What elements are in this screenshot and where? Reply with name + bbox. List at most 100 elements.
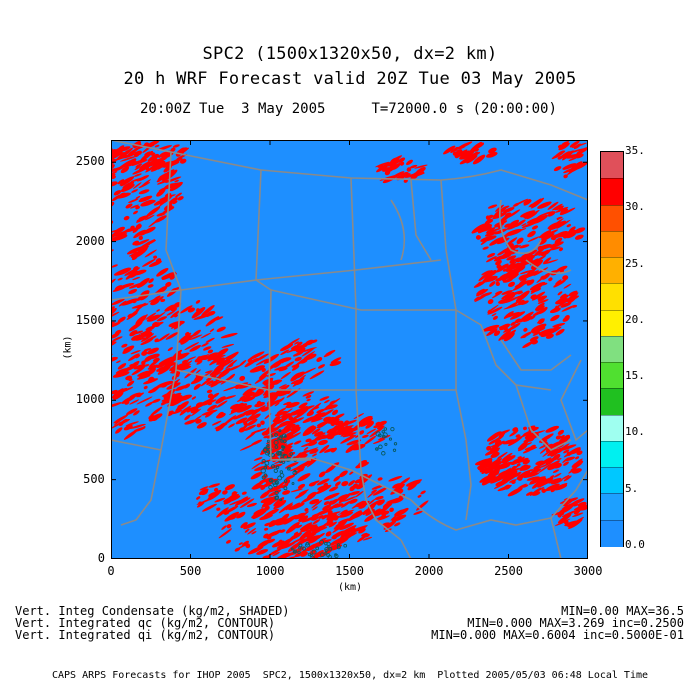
- precip-cell: [377, 164, 384, 168]
- precip-cell: [132, 276, 141, 281]
- precip-cell: [267, 547, 283, 557]
- precip-cell: [120, 176, 135, 187]
- precip-cell: [264, 431, 269, 436]
- precip-cell: [196, 308, 201, 313]
- precip-cell: [352, 444, 366, 451]
- precip-cell: [517, 299, 525, 306]
- precip-cell: [283, 419, 298, 430]
- precip-cell: [135, 163, 143, 168]
- precip-cell: [318, 439, 328, 446]
- precip-cell: [484, 447, 501, 456]
- precip-cell: [285, 504, 294, 511]
- precip-cell: [557, 291, 563, 296]
- precip-cell: [224, 484, 236, 491]
- contour-mark: [292, 550, 296, 554]
- precip-cell: [285, 474, 296, 480]
- precip-cell: [208, 483, 221, 488]
- precip-cell: [528, 198, 542, 208]
- map-panel: [111, 140, 588, 559]
- precip-cell: [162, 393, 170, 398]
- precip-cell: [501, 452, 513, 461]
- contour-mark: [279, 470, 284, 474]
- qc-field-stats: MIN=0.000 MAX=3.269 inc=0.2500: [467, 616, 684, 630]
- precip-cell: [478, 271, 491, 282]
- precip-cell: [135, 150, 142, 156]
- precip-cell: [239, 444, 255, 451]
- precip-cell: [255, 358, 269, 366]
- time-line: 20:00Z Tue 3 May 2005 T=72000.0 s (20:00:…: [140, 101, 557, 117]
- precip-cell: [237, 544, 247, 550]
- precip-cell: [298, 377, 305, 382]
- precip-cell: [146, 347, 159, 355]
- precip-cell: [574, 234, 584, 240]
- precip-cell: [392, 483, 402, 489]
- precip-cell: [541, 488, 547, 494]
- precip-cell: [306, 411, 315, 417]
- precip-cell: [302, 391, 315, 397]
- precip-cell: [194, 354, 207, 363]
- colorbar: [600, 151, 624, 547]
- precip-cell: [542, 229, 559, 238]
- precip-cell: [389, 507, 394, 512]
- precip-cell: [393, 522, 401, 527]
- precip-cell: [172, 379, 180, 385]
- precip-cell: [133, 182, 142, 189]
- precip-cell: [340, 500, 351, 508]
- colorbar-segment: [601, 230, 623, 259]
- precip-cell: [554, 237, 563, 244]
- precip-cell: [536, 318, 545, 324]
- precip-cell: [147, 364, 159, 370]
- precip-cell: [234, 384, 240, 390]
- precip-cell: [136, 396, 153, 405]
- precip-cell: [287, 338, 300, 346]
- contour-mark: [311, 549, 317, 555]
- precip-cell: [238, 427, 246, 433]
- precip-cell: [325, 531, 332, 537]
- precip-cell: [111, 229, 119, 234]
- precip-cell: [317, 515, 324, 519]
- precip-cell: [362, 533, 370, 538]
- precip-cell: [214, 497, 226, 503]
- contour-mark: [275, 465, 280, 470]
- precip-cell: [128, 321, 143, 332]
- precip-cell: [145, 325, 155, 331]
- precip-cell: [521, 484, 529, 488]
- contour-mark: [263, 466, 268, 470]
- precip-cell: [332, 523, 346, 533]
- precip-cell: [196, 502, 205, 508]
- contour-mark: [283, 486, 288, 491]
- precip-cell: [158, 189, 166, 195]
- precip-cell: [507, 273, 515, 279]
- precip-cell: [331, 409, 339, 416]
- precip-cell: [277, 442, 286, 448]
- precip-cell: [519, 269, 533, 275]
- precip-cell: [342, 432, 357, 438]
- precip-cell: [501, 205, 510, 210]
- precip-cell: [489, 329, 498, 334]
- precip-cell: [367, 489, 378, 498]
- precip-cell: [481, 270, 491, 276]
- precip-cell: [299, 347, 317, 353]
- precip-cell: [326, 513, 337, 521]
- precip-cell: [172, 200, 178, 205]
- precip-cell: [540, 249, 551, 257]
- precip-cell: [293, 450, 309, 460]
- contour-mark: [390, 426, 395, 432]
- precip-cell: [207, 393, 214, 399]
- precip-cell: [345, 511, 350, 515]
- precip-cell: [526, 279, 535, 286]
- precip-cell: [263, 508, 279, 518]
- precip-cell: [207, 349, 214, 354]
- precip-cell: [490, 452, 500, 458]
- precip-cell: [196, 422, 207, 429]
- precip-cell: [125, 408, 138, 416]
- precip-cell: [293, 440, 302, 445]
- precip-cell: [268, 390, 282, 400]
- precip-cell: [375, 508, 385, 515]
- precip-cell: [142, 364, 150, 367]
- precip-cell: [288, 415, 294, 421]
- precip-cell: [316, 478, 330, 486]
- precip-cell: [156, 212, 166, 217]
- precip-cell: [229, 514, 237, 520]
- precip-cell: [148, 358, 160, 368]
